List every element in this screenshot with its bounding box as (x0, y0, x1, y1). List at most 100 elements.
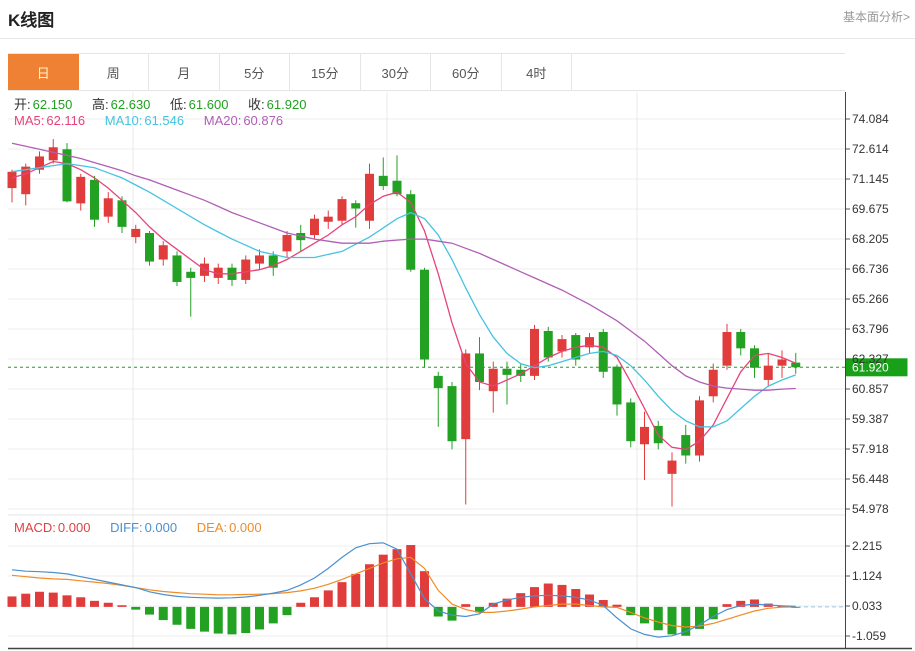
main-y-tick: 72.614 (852, 142, 889, 156)
current-price-badge (845, 358, 908, 377)
candle-body (378, 175, 388, 187)
diff-value: 0.000 (144, 520, 178, 535)
tab-5分[interactable]: 5分 (219, 54, 290, 90)
ma10-label: MA10: (104, 113, 143, 128)
candle-body (475, 353, 484, 383)
candle-body (626, 402, 636, 442)
ohlc-legend: 开: 62.150 高: 62.630 低: 61.600 收: 61.920 (14, 94, 322, 113)
tab-4时[interactable]: 4时 (501, 54, 572, 90)
macd-label: MACD: (14, 520, 56, 535)
macd-bar (695, 606, 704, 629)
candle-body (90, 179, 99, 220)
fundamental-analysis-link[interactable]: 基本面分析> (842, 10, 910, 24)
ma5-label: MA5: (14, 113, 45, 128)
tab-月[interactable]: 月 (149, 54, 220, 90)
macd-bar (268, 606, 278, 624)
macd-plot[interactable] (7, 542, 846, 638)
interval-tabbar: 日周月 5分 15分 30分 60分 4时 (8, 53, 845, 91)
close-value: 61.920 (266, 97, 307, 112)
candle-body (585, 337, 594, 348)
tab-15分[interactable]: 15分 (290, 54, 361, 90)
candle-body (131, 228, 141, 238)
macd-bar (158, 606, 168, 621)
macd-bar (351, 573, 361, 607)
main-y-tick: 54.978 (852, 502, 889, 516)
macd-bar (103, 602, 113, 607)
macd-bar (406, 545, 416, 607)
candle-body (255, 255, 264, 264)
macd-bar (7, 596, 17, 607)
main-y-tick: 68.205 (852, 232, 889, 246)
tab-60分[interactable]: 60分 (431, 54, 502, 90)
macd-bar (653, 606, 663, 631)
diff-label: DIFF: (110, 520, 143, 535)
candle-body (543, 330, 553, 358)
main-plot[interactable]: 61.920 (7, 139, 908, 507)
ma-legend: MA5: 62.116 MA10: 61.546 MA20: 60.876 (14, 113, 299, 128)
candle-body (241, 259, 251, 280)
ma10-line (11, 162, 796, 428)
candle-body (268, 255, 278, 268)
candle-body (681, 435, 691, 456)
macd-bar (708, 606, 718, 620)
tab-30分[interactable]: 30分 (360, 54, 431, 90)
candle-body (103, 198, 113, 217)
candle-body (530, 328, 539, 376)
dea-line (11, 556, 796, 628)
candle-body (736, 331, 746, 349)
open-label: 开: (14, 97, 31, 112)
dea-label: DEA: (196, 520, 228, 535)
candle-body (420, 269, 429, 360)
macd-bar (530, 587, 539, 607)
open-value: 62.150 (32, 97, 73, 112)
ma20-line (11, 142, 796, 391)
macd-bar (172, 606, 182, 625)
macd-bar (200, 606, 209, 632)
macd-bar (516, 593, 526, 607)
tab-日[interactable]: 日 (8, 54, 79, 90)
main-y-tick: 60.857 (852, 382, 889, 396)
candle-body (392, 180, 402, 195)
tab-周[interactable]: 周 (78, 54, 149, 90)
macd-bar (186, 606, 196, 629)
macd-y-tick: 0.033 (852, 599, 882, 613)
macd-bar (310, 597, 319, 607)
main-y-tick: 57.918 (852, 442, 889, 456)
high-label: 高: (92, 97, 109, 112)
macd-bar (227, 606, 237, 635)
candle-body (323, 216, 333, 222)
macd-value: 0.000 (57, 520, 91, 535)
macd-bar (722, 604, 732, 607)
candle-body (695, 400, 704, 456)
main-y-tick: 65.266 (852, 292, 889, 306)
candle-body (62, 149, 72, 202)
macd-bar (433, 606, 443, 617)
macd-bar (447, 606, 457, 621)
macd-bar (420, 571, 429, 607)
candle-body (145, 232, 154, 262)
macd-bar (117, 605, 127, 607)
candle-body (310, 218, 319, 236)
macd-y-tick: 2.215 (852, 539, 882, 553)
ma5-value: 62.116 (46, 113, 86, 128)
macd-bar (681, 606, 691, 636)
macd-bar (62, 595, 72, 607)
ma5-line (11, 160, 796, 451)
candle-body (667, 460, 677, 474)
dea-value: 0.000 (229, 520, 262, 535)
macd-bar (750, 599, 759, 607)
macd-bar (131, 606, 141, 610)
macd-bar (502, 598, 512, 607)
macd-bar (76, 597, 86, 607)
candle-body (708, 369, 718, 397)
ma10-value: 61.546 (144, 113, 185, 128)
macd-bar (90, 600, 99, 607)
main-y-tick: 63.796 (852, 322, 889, 336)
candle-body (488, 368, 498, 392)
main-y-tick: 62.327 (852, 352, 889, 366)
main-y-tick: 71.145 (852, 172, 889, 186)
macd-legend: MACD: 0.000 DIFF: 0.000 DEA: 0.000 (14, 520, 278, 535)
macd-bar (21, 593, 31, 607)
